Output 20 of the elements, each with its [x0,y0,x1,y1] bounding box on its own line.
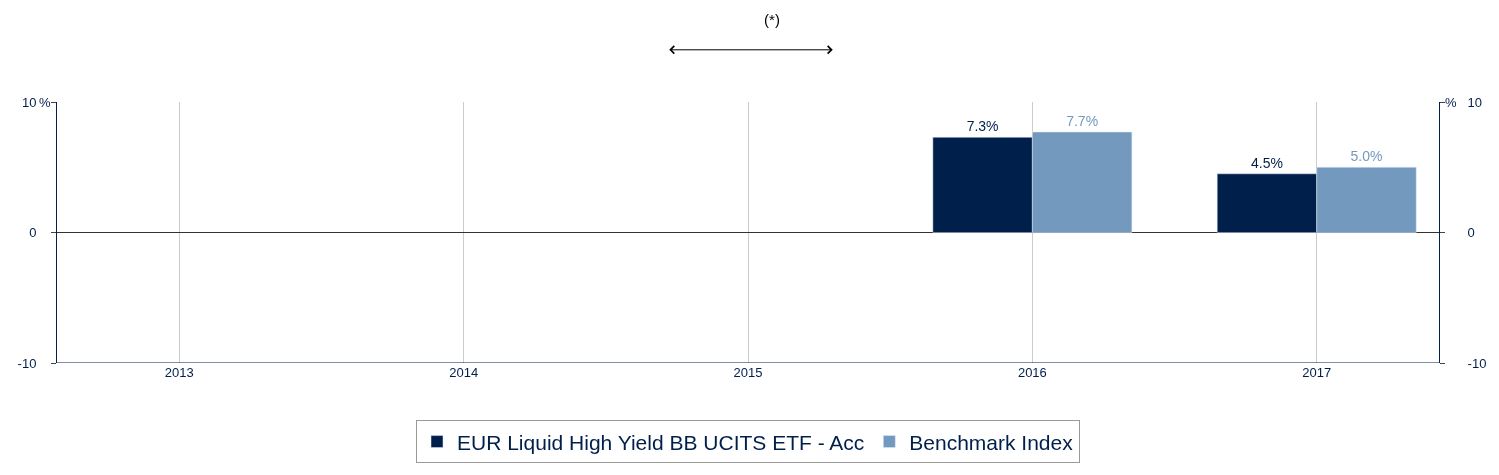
x-tick-label: 2016 [1017,365,1047,380]
data-label: 7.7% [1066,113,1099,130]
y2-tick-label: -10 [1467,355,1487,371]
legend-label: Benchmark Index [909,430,1074,454]
y-tick-label: -10 [17,355,37,371]
data-label: 7.3% [966,118,999,135]
legend-label: EUR Liquid High Yield BB UCITS ETF - Acc [457,430,865,454]
x-tick-label: 2017 [1302,365,1332,380]
x-tick-label: 2013 [164,365,194,380]
y2-tick-label: 10 [1467,94,1483,110]
x-tick-label: 2015 [733,365,763,380]
y-tick-label: 10 [21,94,37,110]
x-tick-label: 2014 [449,365,479,380]
data-label: 4.5% [1251,154,1283,171]
y2-axis-title: % [1445,95,1457,110]
y2-tick-label: 0 [1467,225,1475,241]
chart-title: (*) [764,10,780,28]
data-label: 5.0% [1350,148,1383,165]
y-tick-label: 0 [29,225,37,241]
y-axis-title: % [39,95,51,110]
